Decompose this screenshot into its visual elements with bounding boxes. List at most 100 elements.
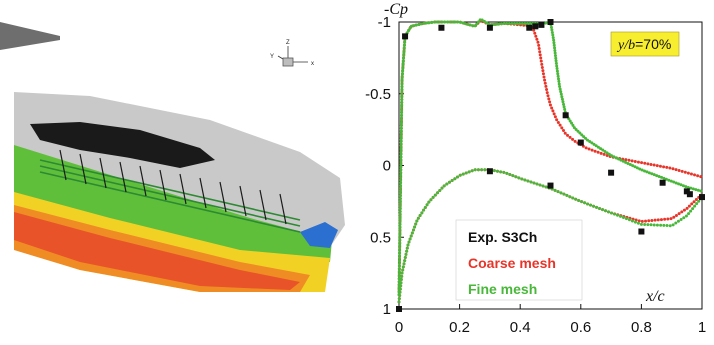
fine-mesh-point [402, 56, 406, 60]
fine-mesh-point [636, 221, 640, 225]
fine-mesh-point [553, 51, 557, 55]
fine-mesh-point [508, 172, 512, 176]
fine-mesh-point [677, 182, 681, 186]
fine-mesh-point [400, 74, 404, 78]
fine-mesh-point [480, 18, 484, 22]
fine-mesh-point [401, 69, 405, 73]
coarse-mesh-point [647, 219, 651, 223]
triad-label-z: Z [286, 40, 290, 46]
fine-mesh-point [407, 29, 411, 33]
coarse-mesh-point [633, 159, 637, 163]
fine-mesh-point [399, 118, 403, 122]
fine-mesh-point [399, 155, 403, 159]
fine-mesh-point [568, 195, 572, 199]
fine-mesh-point [398, 230, 402, 234]
fine-mesh-point [526, 179, 530, 183]
fine-mesh-point [555, 67, 559, 71]
coarse-mesh-point [537, 43, 541, 47]
coarse-mesh-point [680, 210, 684, 214]
fine-mesh-point [520, 21, 524, 25]
fine-mesh-point [398, 207, 402, 211]
fine-mesh-point [427, 200, 431, 204]
coarse-mesh-point [533, 31, 537, 35]
fine-mesh-point [400, 111, 404, 115]
fine-mesh-point [399, 160, 403, 164]
fine-mesh-point [631, 164, 635, 168]
fine-mesh-point [555, 64, 559, 68]
fine-mesh-point [400, 105, 404, 109]
fine-mesh-point [476, 168, 480, 172]
coarse-mesh-point [593, 149, 597, 153]
fine-mesh-point [475, 22, 479, 26]
fine-mesh-point [565, 193, 569, 197]
fine-mesh-point [410, 231, 414, 235]
fine-mesh-point [518, 21, 522, 25]
fine-mesh-point [398, 217, 402, 221]
coarse-mesh-point [573, 139, 577, 143]
fine-mesh-point [662, 176, 666, 180]
coarse-mesh-point [671, 167, 675, 171]
fine-mesh-point [399, 137, 403, 141]
fine-mesh-point [399, 168, 403, 172]
coarse-mesh-point [560, 126, 564, 130]
coarse-mesh-point [692, 200, 696, 204]
fine-mesh-point [400, 82, 404, 86]
fine-mesh-point [607, 210, 611, 214]
fine-mesh-point [473, 168, 477, 172]
fine-mesh-point [604, 209, 608, 213]
coarse-mesh-point [534, 34, 538, 38]
coarse-mesh-point [674, 213, 678, 217]
coarse-mesh-point [544, 84, 548, 88]
y-tick-label: 1 [383, 301, 391, 318]
fine-mesh-point [398, 251, 402, 255]
x-axis-title: x/c [645, 288, 665, 305]
fine-mesh-point [494, 22, 498, 26]
fine-mesh-point [471, 24, 475, 28]
fine-mesh-point [398, 287, 402, 291]
coarse-mesh-point [545, 91, 549, 95]
coarse-mesh-point [686, 171, 690, 175]
coarse-mesh-point [630, 159, 634, 163]
wing-surface-rendering: x Y Z [0, 22, 345, 292]
triad-label-x: x [311, 61, 314, 67]
coarse-mesh-point [640, 161, 644, 165]
fine-mesh-point [402, 43, 406, 47]
fine-mesh-point [628, 163, 632, 167]
coarse-mesh-point [563, 131, 567, 135]
fine-mesh-point [409, 234, 413, 238]
fine-mesh-point [461, 21, 465, 25]
fine-mesh-point [407, 240, 411, 244]
fine-mesh-point [425, 21, 429, 25]
fine-mesh-point [492, 169, 496, 173]
fine-mesh-point [399, 144, 403, 148]
fine-mesh-point [397, 274, 401, 278]
fine-mesh-point [607, 152, 611, 156]
fine-mesh-point [511, 174, 515, 178]
coarse-mesh-point [532, 28, 536, 32]
fine-mesh-point [398, 254, 402, 258]
fine-mesh-point [401, 61, 405, 65]
fine-mesh-point [400, 103, 404, 107]
fine-mesh-point [594, 144, 598, 148]
fine-mesh-point [399, 178, 403, 182]
fine-mesh-point [550, 30, 554, 34]
fine-mesh-point [650, 172, 654, 176]
coarse-mesh-point [587, 147, 591, 151]
fine-mesh-point [401, 64, 405, 68]
fine-mesh-point [399, 124, 403, 128]
fine-mesh-point [535, 182, 539, 186]
coarse-mesh-point [535, 37, 539, 41]
coarse-mesh-point [541, 69, 545, 73]
fine-mesh-point [586, 138, 590, 142]
exp-s3ch-point [686, 191, 693, 198]
fine-mesh-point [399, 183, 403, 187]
coarse-mesh-point [596, 150, 600, 154]
fine-mesh-point [553, 46, 557, 50]
fine-mesh-point [402, 48, 406, 52]
axis-triad [277, 46, 308, 67]
coarse-mesh-point [668, 166, 672, 170]
coarse-mesh-point [548, 100, 552, 104]
coarse-mesh-point [542, 75, 546, 79]
fine-mesh-point [617, 157, 621, 161]
exp-s3ch-point [402, 33, 409, 40]
